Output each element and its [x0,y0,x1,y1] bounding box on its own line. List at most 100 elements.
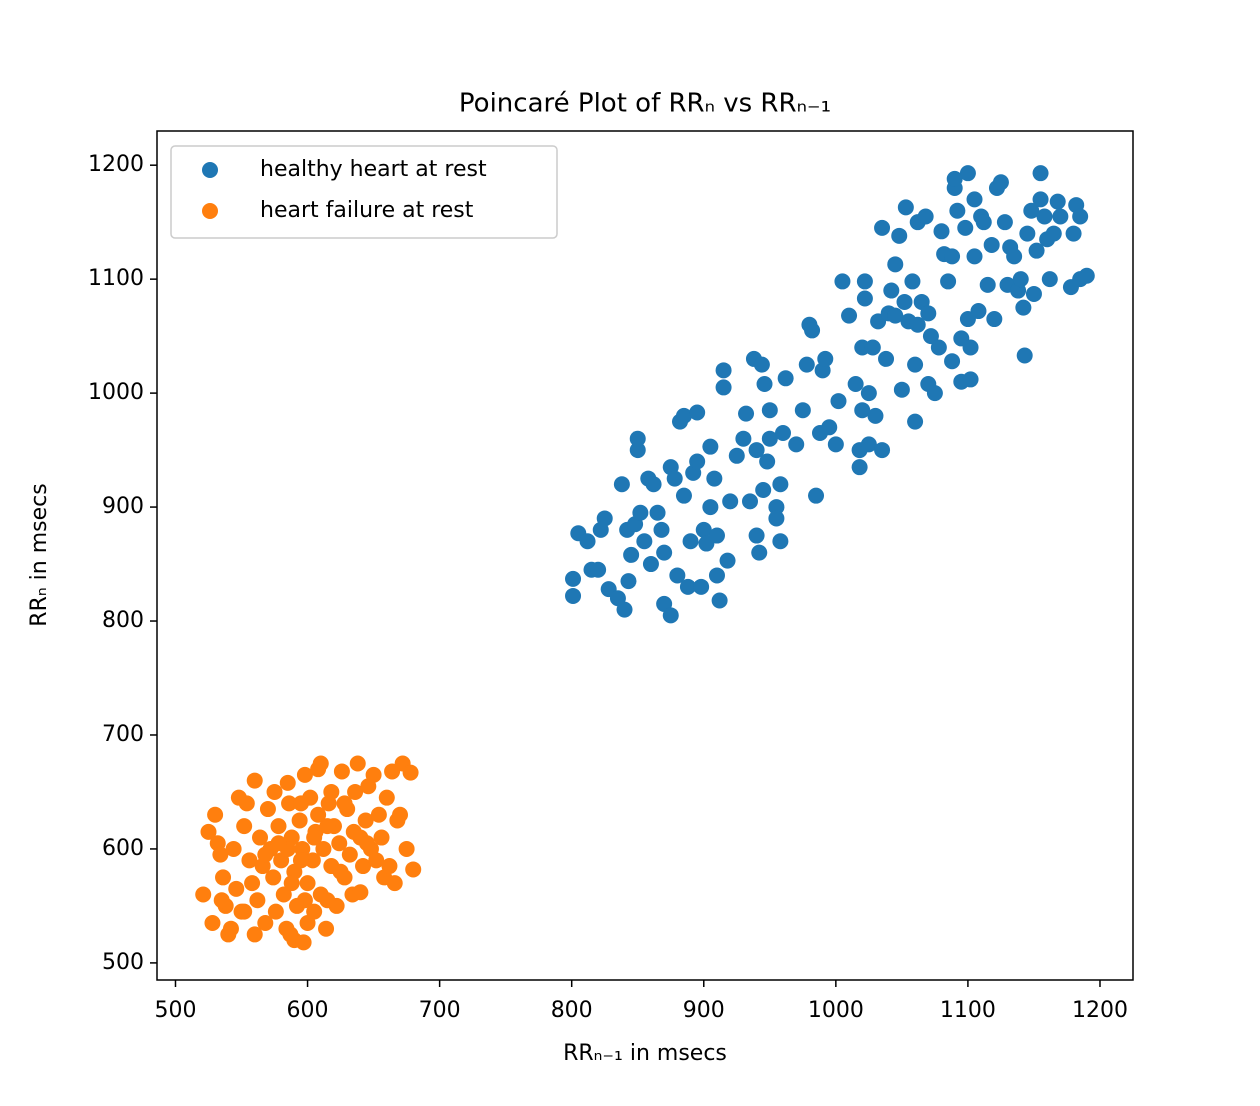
y-tick-label: 500 [102,950,144,975]
scatter-point [817,350,834,367]
scatter-point [708,527,725,544]
y-tick-label: 900 [102,494,144,519]
scatter-point [983,236,1000,253]
scatter-point [642,556,659,573]
scatter-point [986,311,1003,328]
scatter-point [860,385,877,402]
y-tick-label: 1100 [88,266,144,291]
x-tick-label: 1100 [940,998,996,1023]
scatter-point [645,476,662,493]
scatter-point [891,227,908,244]
scatter-point [295,934,312,951]
scatter-point [748,527,765,544]
scatter-point [246,926,263,943]
scatter-point [636,533,653,550]
scatter-point [904,273,921,290]
scatter-point [402,764,419,781]
scatter-point [1006,248,1023,265]
scatter-point [957,219,974,236]
scatter-point [741,493,758,510]
scatter-point [222,920,239,937]
scatter-point [249,892,266,909]
x-tick-label: 1200 [1072,998,1128,1023]
scatter-point [856,290,873,307]
scatter-point [1032,165,1049,182]
scatter-point [405,861,422,878]
scatter-point [596,510,613,527]
scatter-point [1049,193,1066,210]
scatter-point [292,795,309,812]
x-tick-label: 700 [419,998,461,1023]
scatter-point [236,818,253,835]
y-tick-label: 1200 [88,152,144,177]
scatter-point [1036,208,1053,225]
scatter-point [270,818,287,835]
scatter-point [632,504,649,521]
scatter-point [319,818,336,835]
scatter-point [1019,225,1036,242]
scatter-point [331,835,348,852]
scatter-point [565,570,582,587]
scatter-point [275,886,292,903]
scatter-point [864,339,881,356]
scatter-point [236,903,253,920]
scatter-point [679,578,696,595]
legend-box [170,145,558,239]
scatter-point [1015,299,1032,316]
scatter-point [1052,208,1069,225]
scatter-point [753,356,770,373]
scatter-point [315,840,332,857]
scatter-point [241,852,258,869]
scatter-point [761,402,778,419]
scatter-point [907,413,924,430]
scatter-point [788,436,805,453]
scatter-point [756,375,773,392]
scatter-point [719,552,736,569]
scatter-point [922,328,939,345]
scatter-point [883,282,900,299]
scatter-point [244,875,261,892]
scatter-point [1012,271,1029,288]
scatter-point [1041,271,1058,288]
scatter-point [962,339,979,356]
scatter-point [304,852,321,869]
scatter-point [693,578,710,595]
scatter-point [675,487,692,504]
x-tick-label: 900 [683,998,725,1023]
scatter-point [1078,267,1095,284]
scatter-point [265,869,282,886]
scatter-point [381,858,398,875]
scatter-point [358,835,375,852]
x-tick-label: 600 [287,998,329,1023]
scatter-point [970,303,987,320]
scatter-point [333,763,350,780]
scatter-point [207,806,224,823]
scatter-point [992,174,1009,191]
scatter-point [282,926,299,943]
scatter-point [653,521,670,538]
legend-marker [202,203,218,219]
scatter-point [365,766,382,783]
scatter-point [949,202,966,219]
scatter-point [291,812,308,829]
scatter-point [946,170,963,187]
scatter-point [1028,242,1045,259]
scatter-point [907,356,924,373]
scatter-point [944,353,961,370]
scatter-point [370,806,387,823]
scatter-point [909,316,926,333]
scatter-point [386,875,403,892]
scatter-point [306,903,323,920]
x-tick-label: 800 [551,998,593,1023]
scatter-point [979,276,996,293]
scatter-point [1025,285,1042,302]
scatter-point [620,573,637,590]
scatter-point [761,430,778,447]
legend-label: heart failure at rest [260,198,474,223]
scatter-point [874,442,891,459]
scatter-point [357,812,374,829]
scatter-point [1072,208,1089,225]
scatter-point [292,852,309,869]
scatter-point [772,476,789,493]
